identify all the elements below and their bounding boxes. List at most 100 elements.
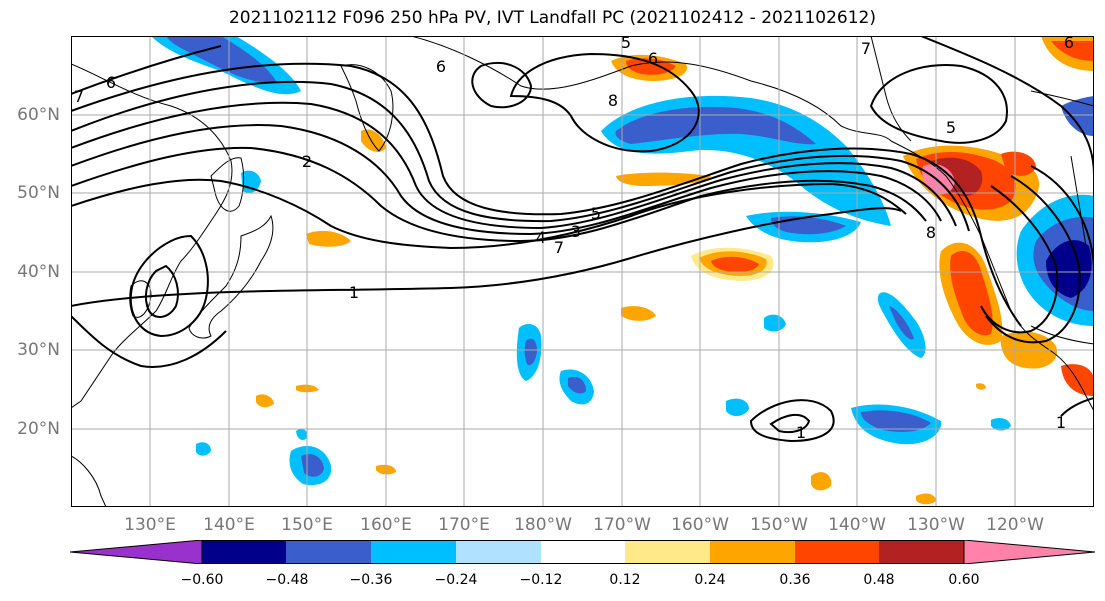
- colorbar-tick-label: −0.60: [180, 572, 224, 588]
- contour-labels: 6 7 5 6 8 2 4 3 5 7 1 8 5 7 6 1 1 6: [74, 36, 1074, 442]
- shade-blob-g: [764, 314, 786, 332]
- contour-label: 6: [436, 57, 446, 76]
- contour-label: 8: [608, 91, 618, 110]
- shade-bc-east: [1001, 151, 1036, 176]
- contour-label: 6: [648, 49, 658, 68]
- lat-label-60n: 60°N: [17, 105, 60, 125]
- contour-label: 7: [861, 39, 871, 58]
- lon-label-140e: 140°E: [203, 515, 255, 535]
- shade-blob-warm-e: [811, 472, 832, 491]
- pv-contours: [71, 36, 1094, 443]
- contour-jet-d: [71, 101, 957, 230]
- colorbar-bin: [541, 540, 625, 564]
- colorbar-tick-label: 0.24: [694, 572, 726, 588]
- contour-label: 6: [106, 73, 116, 92]
- map-frame: [71, 36, 1094, 507]
- colorbar-tick-label: −0.12: [519, 572, 563, 588]
- colorbar-tick-label: 0.36: [779, 572, 811, 588]
- us-border-n: [1070, 155, 1087, 247]
- lon-label-130w: 130°W: [907, 515, 965, 535]
- colorbar-frame: [201, 540, 965, 564]
- contour-ne-a: [920, 36, 1094, 177]
- asia-coast: [71, 63, 233, 409]
- lon-label-160e: 160°E: [360, 515, 412, 535]
- lon-label-180w: 180°W: [514, 515, 572, 535]
- contour-label: 1: [349, 283, 359, 302]
- shade-blob-warm-f: [916, 493, 936, 505]
- colorbar-bin: [795, 540, 879, 564]
- colorbar-tick-label: 0.60: [948, 572, 980, 588]
- contour-ridge-c: [1030, 165, 1094, 267]
- contour-6-closed: [471, 61, 533, 109]
- lon-label-150w: 150°W: [750, 515, 808, 535]
- colorbar-bin: [371, 540, 456, 564]
- colorbar-extend-low: [70, 540, 203, 564]
- shade-bc-warm-pink: [922, 164, 955, 195]
- shade-ne-blue: [1061, 96, 1094, 136]
- colorbar: [70, 540, 1096, 564]
- colorbar-bin: [710, 540, 795, 564]
- alaska-coast: [410, 36, 892, 142]
- contour-jet-e: [71, 80, 970, 232]
- contour-1-closed: [749, 399, 835, 443]
- contour-label: 1: [796, 423, 806, 442]
- colorbar-bin: [456, 540, 541, 564]
- contour-gulf-loop: [869, 64, 1008, 144]
- colorbar-tick-label: 0.12: [609, 572, 641, 588]
- shade-kam-warm: [361, 129, 386, 152]
- lon-label-150e: 150°E: [281, 515, 333, 535]
- lon-label-160w: 160°W: [671, 515, 729, 535]
- korea-coast: [129, 280, 152, 318]
- philippines-coast: [71, 455, 107, 507]
- shade-blob-j: [196, 442, 211, 456]
- contour-ridge-a: [980, 185, 1059, 334]
- contour-label: 4: [536, 228, 546, 247]
- contour-6-left: [71, 45, 222, 95]
- contour-japan-loop-b: [144, 264, 179, 318]
- colorbar-tick-label: −0.24: [434, 572, 478, 588]
- map-title: 2021102112 F096 250 hPa PV, IVT Landfall…: [228, 8, 876, 28]
- shade-blob-b-inner: [568, 376, 586, 394]
- shade-mid-warm-core: [711, 256, 759, 273]
- shade-blob-warm-b: [256, 394, 274, 408]
- colorbar-tick-label: −0.36: [349, 572, 393, 588]
- colorbar-bin: [625, 540, 710, 564]
- sakhalin-coast: [210, 157, 245, 212]
- lat-label-30n: 30°N: [17, 340, 60, 360]
- contour-label: 6: [1064, 36, 1074, 52]
- na-west-coast: [890, 140, 1094, 412]
- shade-gulf-blue-inner: [615, 106, 816, 145]
- contour-label: 5: [621, 36, 631, 52]
- shade-japan-warm: [306, 230, 351, 247]
- colorbar-tick-label: −0.48: [265, 572, 309, 588]
- shade-blob-h: [991, 418, 1011, 431]
- contour-jet-b: [71, 146, 927, 243]
- contour-1-inner: [769, 413, 811, 434]
- lon-label-170w: 170°W: [593, 515, 651, 535]
- contour-label: 7: [74, 87, 84, 106]
- shade-blob-d-inner: [861, 410, 931, 432]
- contour-jet-a: [71, 178, 907, 250]
- shade-blob-a-inner: [524, 338, 537, 366]
- lon-label-140w: 140°W: [828, 515, 886, 535]
- contour-label: 1: [1056, 413, 1066, 432]
- contour-2-south: [71, 315, 227, 368]
- shade-nw-blue-inner: [166, 36, 276, 83]
- contour-jet-c: [71, 124, 942, 236]
- shade-ne-warm-core: [1051, 41, 1094, 61]
- japan-coast: [188, 214, 274, 339]
- contour-label: 5: [946, 118, 956, 137]
- lon-label-170e: 170°E: [438, 515, 490, 535]
- shade-blob-warm-a: [621, 306, 656, 321]
- contour-japan-loop-a: [129, 234, 209, 338]
- colorbar-bin: [202, 540, 286, 564]
- map-plot: 6 7 5 6 8 2 4 3 5 7 1 8 5 7 6 1 1 6: [71, 36, 1094, 507]
- canada-interior: [1030, 90, 1094, 107]
- lon-label-120w: 120°W: [986, 515, 1044, 535]
- ivt-shading: [151, 36, 1094, 505]
- graticule: [71, 36, 1094, 507]
- shade-blob-warm-g: [976, 383, 986, 390]
- lat-label-40n: 40°N: [17, 262, 60, 282]
- contour-1-se: [1060, 397, 1094, 417]
- shade-blob-f: [726, 398, 749, 417]
